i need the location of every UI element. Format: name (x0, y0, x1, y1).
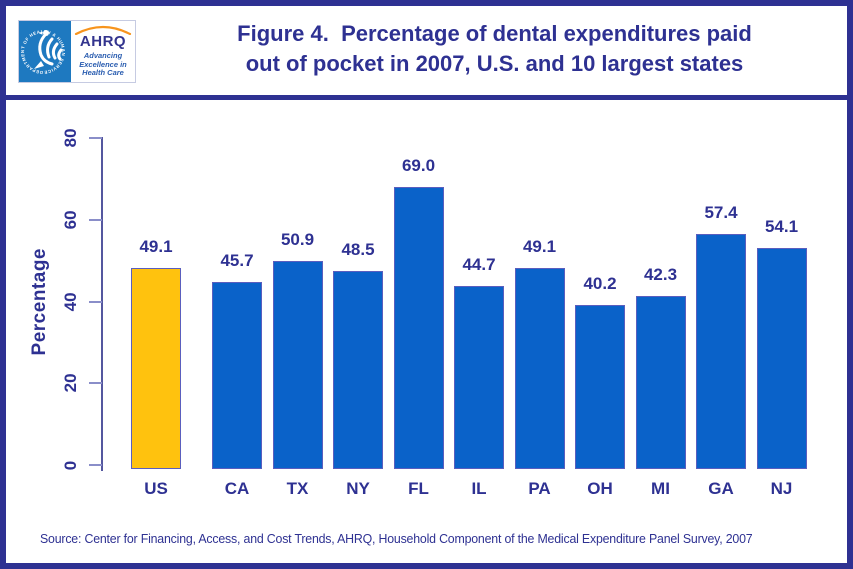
bar-mi (635, 296, 686, 469)
x-label-nj: NJ (770, 479, 793, 498)
value-label-mi: 42.3 (643, 265, 678, 285)
x-label-ga: GA (708, 479, 734, 498)
figure-title-line2: out of pocket in 2007, U.S. and 10 large… (245, 51, 744, 76)
ahrq-swoosh-icon (74, 25, 132, 35)
value-label-ny: 48.5 (341, 239, 375, 259)
y-tick-mark-40 (89, 300, 102, 303)
value-label-tx: 50.9 (280, 229, 315, 249)
bar-ca (212, 282, 262, 469)
y-tick-label-60: 60 (61, 210, 80, 230)
chart-region: Percentage 0 20 40 60 80 49.1 US 45.7 CA 50.9 TX 48… (6, 100, 847, 510)
x-label-oh: OH (587, 479, 613, 498)
source-text: Source: Center for Financing, Access, an… (40, 531, 753, 546)
y-tick-mark-80 (89, 137, 102, 139)
header: DEPARTMENT OF HEALTH & HUMAN SERVICES • … (6, 6, 847, 95)
x-label-mi: MI (651, 479, 670, 498)
y-tick-mark-20 (89, 382, 102, 385)
figure-title: Figure 4. Percentage of dental expenditu… (146, 19, 843, 79)
y-tick-label-0: 0 (61, 460, 80, 470)
bar-us (131, 268, 181, 469)
bar-ga (696, 234, 746, 469)
bar-fl (393, 186, 444, 469)
ahrq-wordmark: AHRQ (79, 33, 127, 50)
x-label-ca: CA (224, 479, 250, 498)
bar-tx (272, 260, 323, 469)
bar-nj (756, 247, 807, 469)
y-tick-label-40: 40 (61, 292, 80, 311)
ahrq-logo: AHRQ Advancing Excellence in Health Care (71, 21, 135, 82)
value-label-nj: 54.1 (764, 216, 799, 236)
bar-oh (575, 304, 625, 469)
value-label-us: 49.1 (139, 237, 173, 257)
value-label-oh: 40.2 (583, 273, 617, 293)
y-tick-mark-0 (89, 464, 102, 466)
x-label-fl: FL (408, 479, 429, 498)
value-label-pa: 49.1 (522, 237, 557, 257)
value-label-il: 44.7 (462, 255, 496, 275)
x-label-ny: NY (346, 479, 370, 498)
value-label-ga: 57.4 (704, 203, 738, 223)
header-divider (6, 95, 847, 100)
y-tick-mark-60 (89, 218, 102, 221)
ahrq-tagline: Advancing Excellence in Health Care (79, 51, 127, 77)
y-tick-label-20: 20 (61, 373, 80, 393)
ahrq-hhs-logo: DEPARTMENT OF HEALTH & HUMAN SERVICES • … (17, 17, 136, 83)
y-axis-title: Percentage (28, 138, 52, 465)
value-label-fl: 69.0 (401, 155, 436, 175)
value-label-ca: 45.7 (220, 251, 254, 271)
x-label-il: IL (471, 479, 487, 498)
x-label-us: US (144, 479, 168, 498)
figure-title-line1: Figure 4. Percentage of dental expenditu… (237, 21, 752, 46)
eagle-icon (38, 32, 63, 66)
bar-ny (333, 270, 383, 469)
bar-il (454, 286, 504, 469)
x-label-tx: TX (286, 479, 309, 498)
y-axis-line (101, 137, 103, 471)
x-label-pa: PA (528, 479, 551, 498)
y-tick-label-80: 80 (61, 128, 80, 148)
bar-pa (514, 268, 565, 469)
y-axis-title-text: Percentage (29, 247, 50, 356)
hhs-logo-icon: DEPARTMENT OF HEALTH & HUMAN SERVICES • … (17, 17, 71, 82)
plot-area: 0 20 40 60 80 49.1 US 45.7 CA 50.9 TX 48.5 NY 69.0 FL 4… (61, 129, 815, 498)
